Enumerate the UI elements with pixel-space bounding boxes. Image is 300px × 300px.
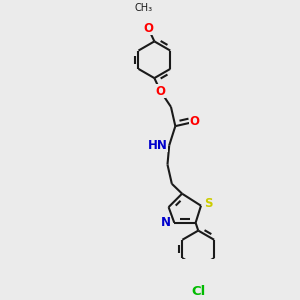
- Text: O: O: [155, 85, 166, 98]
- Text: S: S: [205, 196, 213, 210]
- Text: Cl: Cl: [191, 285, 206, 298]
- Text: O: O: [190, 115, 200, 128]
- Text: HN: HN: [148, 139, 167, 152]
- Text: CH₃: CH₃: [135, 3, 153, 13]
- Text: N: N: [161, 216, 171, 229]
- Text: O: O: [143, 22, 153, 35]
